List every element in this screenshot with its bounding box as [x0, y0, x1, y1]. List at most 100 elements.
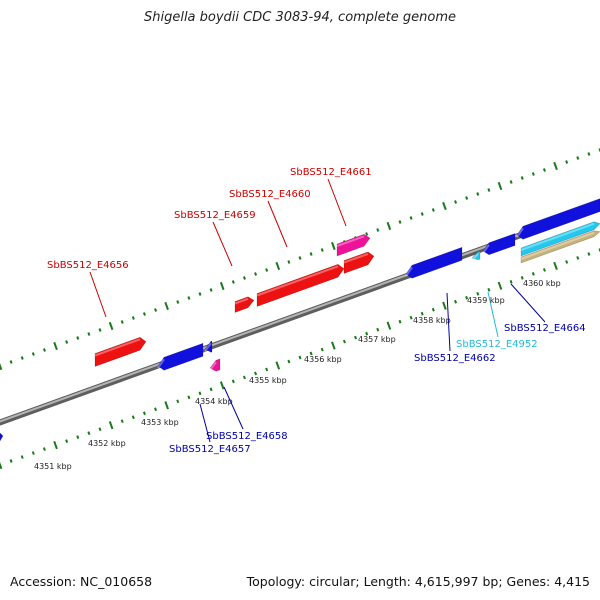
- inner-tick: [131, 415, 135, 420]
- inner-tick: [520, 276, 524, 280]
- feature-reverse-gene: [516, 198, 600, 240]
- forward-gene-label: SbBS512_E4660: [229, 189, 311, 200]
- reverse-gene-label: SbBS512_E4952: [456, 339, 538, 350]
- feature-forward-rna: [336, 233, 371, 257]
- inner-tick: [287, 359, 291, 364]
- inner-tick: [565, 260, 569, 264]
- outer-tick: [587, 152, 591, 156]
- scale-label: 4359 kbp: [467, 296, 505, 305]
- forward-gene-label: SbBS512_E4656: [47, 260, 129, 271]
- inner-tick: [254, 371, 258, 376]
- inner-tick: [409, 315, 413, 320]
- inner-tick: [76, 435, 80, 439]
- outer-tick: [9, 360, 13, 364]
- feature-reverse-rna: [209, 358, 221, 372]
- map-title: Shigella boydii CDC 3083-94, complete ge…: [143, 10, 457, 25]
- feature-other-shine: [520, 231, 595, 260]
- outer-tick: [320, 248, 324, 252]
- scale-label: 4354 kbp: [195, 397, 233, 406]
- outer-tick: [497, 181, 503, 191]
- inner-tick: [454, 299, 458, 304]
- feature-reverse-gene-shine: [516, 227, 524, 238]
- inner-tick-ring: [0, 248, 600, 470]
- reverse-gene-label: SbBS512_E4657: [169, 444, 251, 455]
- outer-tick: [187, 296, 191, 300]
- outer-tick: [386, 221, 392, 231]
- inner-tick: [576, 256, 580, 260]
- outer-tick: [553, 161, 558, 171]
- outer-tick: [409, 216, 413, 220]
- outer-tick: [98, 328, 102, 332]
- inner-tick: [142, 411, 146, 416]
- outer-tick: [76, 336, 80, 340]
- outer-tick: [442, 201, 447, 211]
- inner-tick: [275, 361, 281, 370]
- outer-tick: [265, 268, 269, 272]
- inner-tick: [9, 459, 13, 463]
- feature-forward-rna-shine: [336, 235, 365, 247]
- inner-tick: [476, 291, 480, 296]
- outer-tick: [476, 192, 480, 196]
- feature-reverse-gene: [482, 233, 516, 256]
- outer-tick-ring: [0, 148, 600, 371]
- inner-tick: [87, 431, 91, 435]
- inner-tick: [398, 319, 402, 324]
- outer-tick: [31, 352, 35, 356]
- outer-tick: [198, 292, 202, 296]
- feature-reverse-gene: [0, 432, 4, 442]
- outer-tick: [131, 316, 135, 320]
- feature-other: [520, 230, 600, 264]
- inner-tick: [309, 351, 313, 356]
- inner-tick: [365, 331, 369, 336]
- outer-tick: [542, 168, 546, 172]
- scale-label: 4352 kbp: [88, 439, 126, 448]
- outer-tick: [231, 280, 235, 284]
- feature-forward-gene: [256, 263, 345, 307]
- inner-tick: [298, 355, 302, 360]
- reverse-gene-label: SbBS512_E4658: [206, 431, 288, 442]
- scale-label: 4358 kbp: [413, 316, 451, 325]
- outer-tick: [487, 188, 491, 192]
- feature-forward-gene-shine: [256, 265, 339, 297]
- outer-tick: [298, 256, 302, 260]
- inner-tick: [120, 419, 124, 424]
- inner-tick: [198, 391, 202, 396]
- inner-tick: [420, 311, 424, 316]
- topology-text: Topology: circular; Length: 4,615,997 bp…: [246, 574, 590, 589]
- outer-tick: [120, 320, 124, 324]
- feature-forward-gene: [234, 296, 255, 313]
- scale-label: 4360 kbp: [523, 279, 561, 288]
- feature-reverse-gene: [157, 342, 204, 371]
- leader-line: [446, 292, 451, 352]
- forward-gene-label: SbBS512_E4659: [174, 210, 256, 221]
- inner-tick: [154, 407, 158, 412]
- leader-line: [267, 200, 288, 248]
- outer-tick: [420, 212, 424, 216]
- feature-forward-gene-shine: [234, 297, 249, 305]
- scale-label: 4351 kbp: [34, 462, 72, 471]
- outer-tick: [242, 276, 246, 280]
- inner-tick: [553, 261, 558, 271]
- accession-text: Accession: NC_010658: [10, 574, 153, 589]
- outer-tick: [219, 281, 225, 291]
- inner-tick: [98, 427, 102, 432]
- leader-line: [327, 178, 347, 227]
- feature-forward-gene: [343, 251, 375, 274]
- outer-tick: [42, 348, 46, 352]
- outer-tick: [142, 312, 146, 316]
- outer-tick: [20, 356, 24, 360]
- inner-tick: [209, 387, 213, 392]
- inner-tick: [176, 399, 180, 404]
- scale-label: 4356 kbp: [304, 355, 342, 364]
- inner-tick: [376, 327, 380, 332]
- inner-tick: [0, 462, 3, 470]
- inner-tick: [442, 301, 447, 310]
- leader-line: [89, 271, 107, 318]
- inner-tick: [431, 307, 435, 312]
- outer-tick: [53, 341, 58, 351]
- inner-tick: [31, 451, 35, 455]
- feature-reverse-rna-shine: [209, 361, 217, 371]
- inner-tick: [231, 379, 235, 384]
- outer-tick: [398, 220, 402, 224]
